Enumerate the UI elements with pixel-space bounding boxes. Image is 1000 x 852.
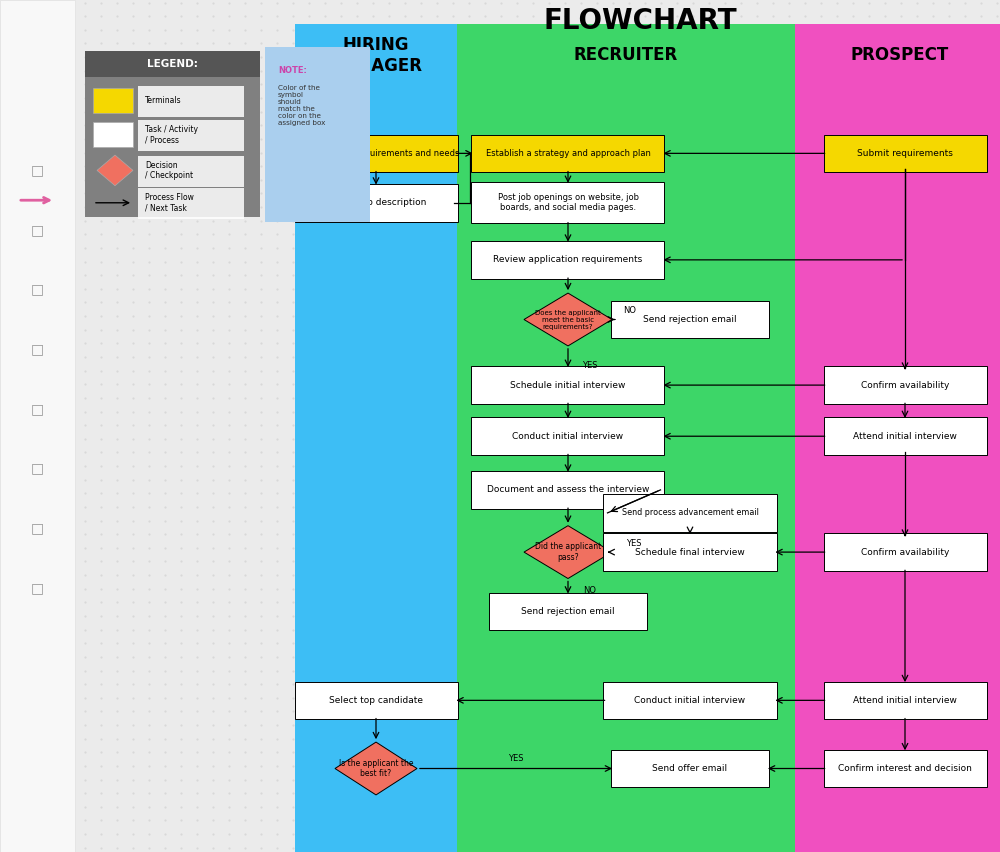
FancyBboxPatch shape xyxy=(824,682,986,719)
Text: □: □ xyxy=(30,462,44,475)
FancyBboxPatch shape xyxy=(603,533,776,571)
Text: □: □ xyxy=(30,164,44,177)
Text: Task / Activity
/ Process: Task / Activity / Process xyxy=(145,125,198,144)
FancyBboxPatch shape xyxy=(472,135,664,172)
Text: Process Flow
/ Next Task: Process Flow / Next Task xyxy=(145,193,194,212)
Text: Confirm availability: Confirm availability xyxy=(861,381,949,389)
Text: Send rejection email: Send rejection email xyxy=(643,315,737,324)
Text: HIRING
MANAGER: HIRING MANAGER xyxy=(329,36,423,75)
Text: YES: YES xyxy=(582,361,598,370)
Text: □: □ xyxy=(30,521,44,535)
Text: Analyze hiring requirements and needs: Analyze hiring requirements and needs xyxy=(293,149,459,158)
Text: □: □ xyxy=(30,283,44,296)
Text: Does the applicant
meet the basic
requirements?: Does the applicant meet the basic requir… xyxy=(535,309,601,330)
FancyBboxPatch shape xyxy=(93,122,133,147)
Text: Post job openings on website, job
boards, and social media pages.: Post job openings on website, job boards… xyxy=(498,193,639,212)
Text: Submit requirements: Submit requirements xyxy=(857,149,953,158)
Text: Is the applicant the
best fit?: Is the applicant the best fit? xyxy=(339,759,413,778)
Text: NO: NO xyxy=(584,586,596,595)
FancyBboxPatch shape xyxy=(138,120,244,151)
FancyBboxPatch shape xyxy=(138,188,244,219)
Text: Schedule initial interview: Schedule initial interview xyxy=(510,381,626,389)
FancyBboxPatch shape xyxy=(824,533,986,571)
Text: YES: YES xyxy=(626,539,642,548)
FancyBboxPatch shape xyxy=(295,24,457,852)
FancyBboxPatch shape xyxy=(603,682,776,719)
Polygon shape xyxy=(97,155,133,186)
Text: NO: NO xyxy=(624,307,637,315)
Polygon shape xyxy=(524,293,612,346)
FancyBboxPatch shape xyxy=(489,593,647,630)
FancyBboxPatch shape xyxy=(472,417,664,455)
FancyBboxPatch shape xyxy=(93,88,133,113)
FancyBboxPatch shape xyxy=(824,135,986,172)
FancyBboxPatch shape xyxy=(824,366,986,404)
FancyBboxPatch shape xyxy=(85,51,260,217)
Text: Conduct initial interview: Conduct initial interview xyxy=(512,432,624,440)
FancyBboxPatch shape xyxy=(603,494,776,532)
Text: Terminals: Terminals xyxy=(145,96,182,105)
FancyBboxPatch shape xyxy=(85,51,260,77)
Text: Confirm interest and decision: Confirm interest and decision xyxy=(838,764,972,773)
FancyBboxPatch shape xyxy=(294,682,458,719)
FancyBboxPatch shape xyxy=(265,47,370,222)
Text: □: □ xyxy=(30,581,44,595)
Text: LEGEND:: LEGEND: xyxy=(147,59,198,69)
Text: Decision
/ Checkpoint: Decision / Checkpoint xyxy=(145,161,193,180)
FancyBboxPatch shape xyxy=(138,156,244,187)
FancyBboxPatch shape xyxy=(0,0,75,852)
FancyBboxPatch shape xyxy=(472,471,664,509)
FancyBboxPatch shape xyxy=(294,135,458,172)
FancyBboxPatch shape xyxy=(795,24,1000,852)
FancyBboxPatch shape xyxy=(824,750,986,787)
Text: Schedule final interview: Schedule final interview xyxy=(635,548,745,556)
Text: Send offer email: Send offer email xyxy=(652,764,728,773)
Text: Attend initial interview: Attend initial interview xyxy=(853,432,957,440)
Text: □: □ xyxy=(30,402,44,416)
Text: NOTE:: NOTE: xyxy=(278,66,307,76)
Text: Establish a strategy and approach plan: Establish a strategy and approach plan xyxy=(486,149,650,158)
Text: Send process advancement email: Send process advancement email xyxy=(622,509,758,517)
Text: RECRUITER: RECRUITER xyxy=(574,46,678,65)
FancyBboxPatch shape xyxy=(472,241,664,279)
Polygon shape xyxy=(335,742,417,795)
Text: Color of the
symbol
should
match the
color on the
assigned box: Color of the symbol should match the col… xyxy=(278,85,325,126)
Text: □: □ xyxy=(30,223,44,237)
Text: Create job description: Create job description xyxy=(326,199,426,207)
FancyBboxPatch shape xyxy=(457,24,795,852)
Text: FLOWCHART: FLOWCHART xyxy=(543,8,737,35)
Text: Did the applicant
pass?: Did the applicant pass? xyxy=(535,543,601,561)
Text: Attend initial interview: Attend initial interview xyxy=(853,696,957,705)
Text: □: □ xyxy=(30,343,44,356)
Text: Select top candidate: Select top candidate xyxy=(329,696,423,705)
Text: YES: YES xyxy=(508,754,524,763)
FancyBboxPatch shape xyxy=(472,182,664,223)
Text: PROSPECT: PROSPECT xyxy=(851,46,949,65)
Text: Review application requirements: Review application requirements xyxy=(493,256,643,264)
Text: Send rejection email: Send rejection email xyxy=(521,607,615,616)
FancyBboxPatch shape xyxy=(611,301,769,338)
FancyBboxPatch shape xyxy=(472,366,664,404)
FancyBboxPatch shape xyxy=(824,417,986,455)
FancyBboxPatch shape xyxy=(611,750,769,787)
FancyBboxPatch shape xyxy=(138,86,244,117)
Text: Conduct initial interview: Conduct initial interview xyxy=(634,696,746,705)
Text: Confirm availability: Confirm availability xyxy=(861,548,949,556)
Text: Document and assess the interview: Document and assess the interview xyxy=(487,486,649,494)
FancyBboxPatch shape xyxy=(294,184,458,222)
Polygon shape xyxy=(524,526,612,579)
